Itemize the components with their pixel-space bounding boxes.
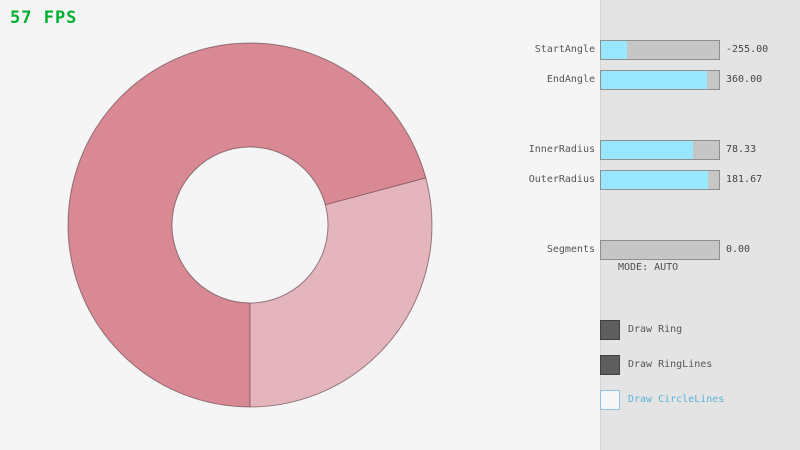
draw-circlelines-checkbox-label: Draw CircleLines [628,394,725,405]
draw-ring-checkbox-label: Draw Ring [628,324,683,335]
controls-panel [600,0,800,450]
outer-radius-slider-fill [601,171,709,189]
outer-radius-slider[interactable] [600,170,720,190]
start-angle-label: StartAngle [534,44,595,55]
end-angle-slider[interactable] [600,70,720,90]
draw-ringlines-checkbox-label: Draw RingLines [628,359,713,370]
start-angle-slider-fill [601,41,627,59]
start-angle-slider[interactable] [600,40,720,60]
inner-radius-slider[interactable] [600,140,720,160]
segments-label: Segments [546,244,595,255]
end-angle-value: 360.00 [726,74,763,85]
segments-slider[interactable] [600,240,720,260]
outer-radius-value: 181.67 [726,174,763,185]
inner-radius-value: 78.33 [726,144,757,155]
ring-single-pass-sector [250,177,433,407]
inner-radius-slider-fill [601,141,694,159]
end-angle-label: EndAngle [546,74,595,85]
segments-value: 0.00 [726,244,751,255]
ring-end-cap-right [325,177,426,206]
start-angle-value: -255.00 [726,44,769,55]
draw-ring-checkbox[interactable] [600,320,620,340]
fps-counter: 57 FPS [10,8,78,28]
inner-radius-label: InnerRadius [528,144,595,155]
outer-radius-label: OuterRadius [528,174,595,185]
ring-outer-line [67,42,433,408]
end-angle-slider-fill [601,71,708,89]
draw-ringlines-checkbox[interactable] [600,355,620,375]
draw-circlelines-checkbox[interactable] [600,390,620,410]
segments-mode-text: MODE: AUTO [618,262,679,273]
ring-inner-line [171,146,329,304]
ring-canvas [67,42,433,408]
